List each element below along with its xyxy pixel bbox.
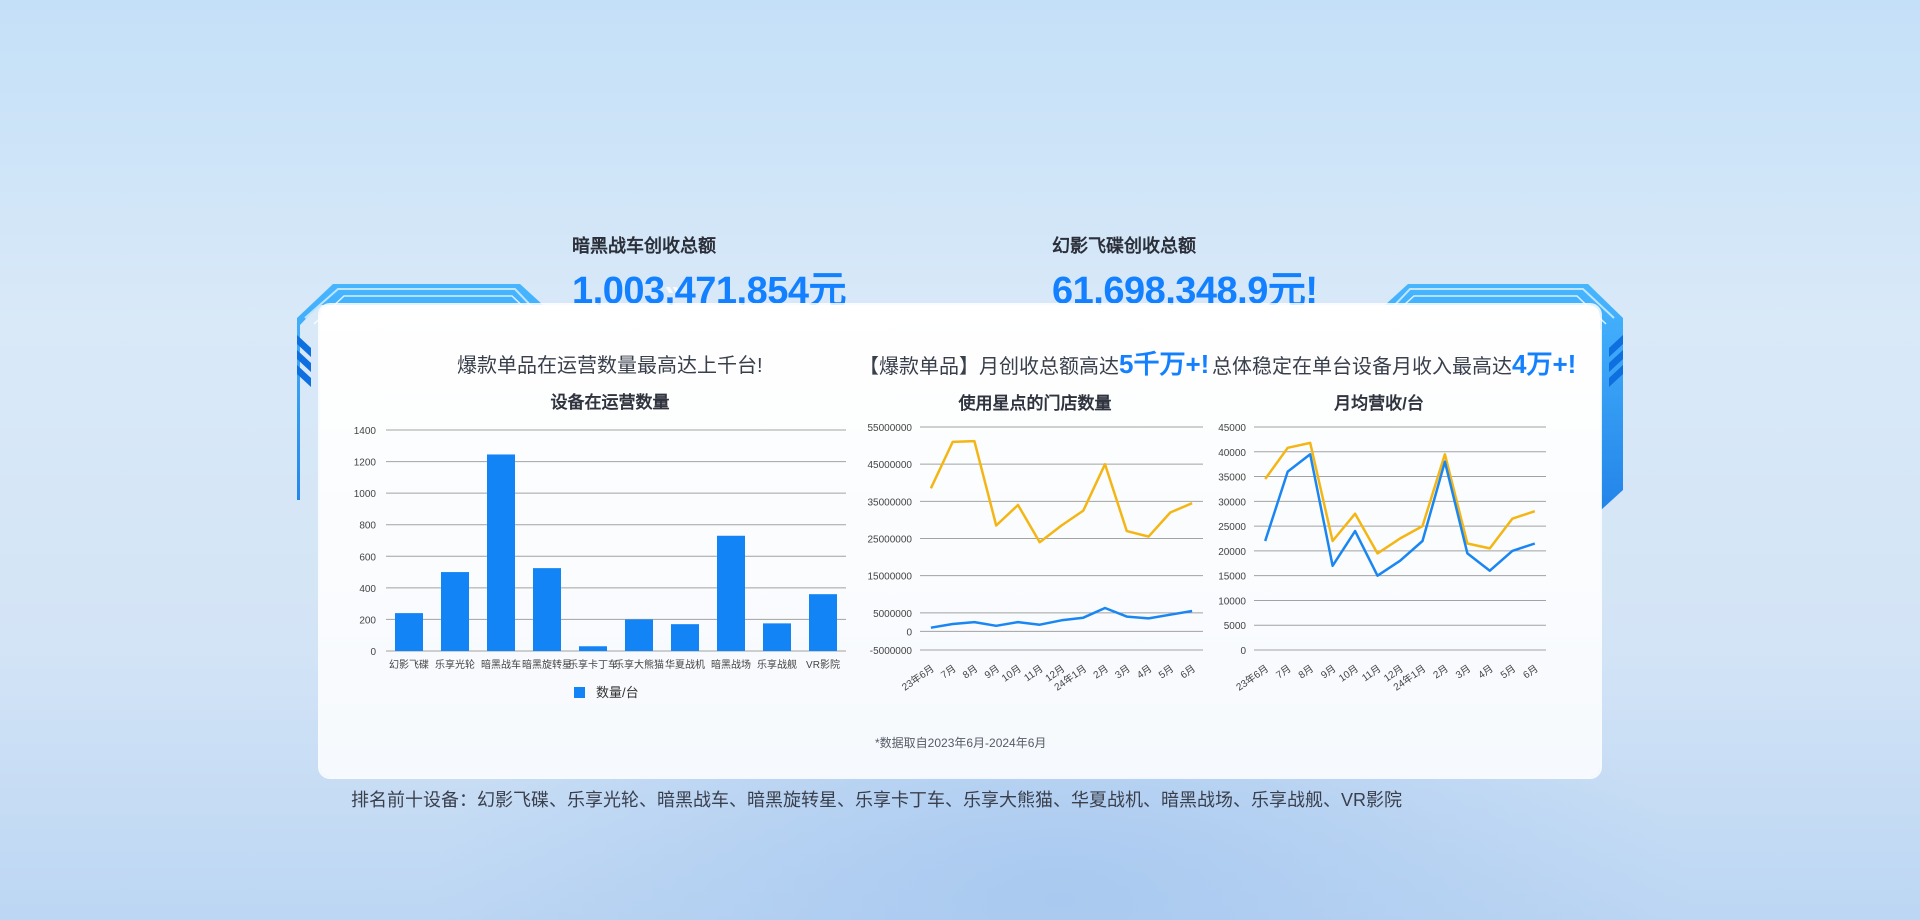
line-chart-monthly-revenue: 0 5000 10000 15000 20000 25000 30000 35000 40000… <box>1218 423 1546 694</box>
top-ten-devices: 排名前十设备：幻影飞碟、乐享光轮、暗黑战车、暗黑旋转星、乐享卡丁车、乐享大熊猫、… <box>351 790 1402 810</box>
y-tick-label: 25000000 <box>868 535 913 546</box>
legend-label: 数量/台 <box>596 685 639 700</box>
y-tick-label: 1400 <box>354 426 377 437</box>
y-tick-label: 45000 <box>1218 423 1246 434</box>
x-tick-label: 乐享光轮 <box>435 658 475 671</box>
chart-title: 使用星点的门店数量 <box>958 394 1112 413</box>
x-tick-label: 7月 <box>1274 663 1294 682</box>
x-tick-label: 4月 <box>1135 663 1155 682</box>
chart-title: 月均营收/台 <box>1334 394 1424 413</box>
x-tick-label: 9月 <box>982 663 1002 682</box>
y-tick-label: 0 <box>1240 646 1246 657</box>
y-tick-label: 15000000 <box>868 572 913 583</box>
x-tick-label: 华夏战机 <box>665 658 705 671</box>
x-tick-label: 5月 <box>1156 663 1176 682</box>
headline-revenue: 【爆款单品】月创收总额高达5千万+! <box>859 344 1209 381</box>
x-tick-label: 10月 <box>999 663 1023 685</box>
stat-label: 暗黑战车创收总额 <box>572 236 716 256</box>
y-tick-label: 35000000 <box>868 497 913 508</box>
x-tick-label: 11月 <box>1360 663 1384 685</box>
x-tick-label: 23年6月 <box>1233 662 1271 694</box>
x-tick-label: 4月 <box>1476 663 1496 682</box>
x-tick-label: 暗黑战车 <box>481 658 521 671</box>
y-tick-label: 0 <box>906 627 912 638</box>
x-tick-label: 2月 <box>1431 663 1451 682</box>
x-tick-label: 9月 <box>1319 663 1339 682</box>
y-tick-label: 400 <box>359 584 376 595</box>
x-tick-label: 23年6月 <box>899 662 937 694</box>
y-tick-label: 200 <box>359 615 376 626</box>
y-tick-label: 5000 <box>1224 621 1247 632</box>
y-tick-label: 0 <box>370 647 376 658</box>
series-line <box>1264 453 1536 577</box>
x-tick-label: 暗黑战场 <box>711 658 751 671</box>
bar <box>487 454 515 651</box>
y-tick-label: 1000 <box>354 489 377 500</box>
bar <box>809 594 837 651</box>
x-tick-label: 乐享战舰 <box>757 658 797 671</box>
bar-chart-devices: 0 200 400 600 800 1000 1200 1400 幻影飞碟 乐享光轮 暗黑战车 暗黑旋… <box>354 426 846 700</box>
stat-label: 幻影飞碟创收总额 <box>1052 236 1196 256</box>
y-tick-label: 10000 <box>1218 596 1246 607</box>
y-tick-label: 600 <box>359 552 376 563</box>
series-line <box>929 439 1193 544</box>
x-tick-label: VR影院 <box>806 658 840 671</box>
y-tick-label: 1200 <box>354 458 377 469</box>
bar <box>395 613 423 651</box>
y-tick-label: 5000000 <box>873 609 912 620</box>
x-tick-label: 3月 <box>1453 663 1473 682</box>
y-tick-label: 55000000 <box>868 423 913 434</box>
series-line <box>930 606 1193 629</box>
x-tick-label: 8月 <box>961 663 981 682</box>
y-tick-label: 800 <box>359 521 376 532</box>
stat-phantom-ufo: 幻影飞碟创收总额 61,698,348.9元! <box>1052 232 1318 314</box>
x-tick-label: 8月 <box>1296 663 1316 682</box>
bar <box>441 572 469 651</box>
x-tick-label: 乐享大熊猫 <box>614 658 664 671</box>
y-tick-label: 35000 <box>1218 473 1246 484</box>
x-tick-label: 7月 <box>939 663 959 682</box>
y-tick-label: -5000000 <box>870 646 913 657</box>
x-tick-label: 11月 <box>1022 663 1046 685</box>
charts-panel <box>320 305 1600 777</box>
x-tick-label: 2月 <box>1091 663 1111 682</box>
y-tick-label: 15000 <box>1218 572 1246 583</box>
bar <box>671 624 699 651</box>
y-tick-label: 40000 <box>1218 448 1246 459</box>
bar <box>763 623 791 651</box>
bar <box>579 646 607 651</box>
x-tick-label: 5月 <box>1498 663 1518 682</box>
x-tick-label: 乐享卡丁车 <box>568 658 618 671</box>
headline-text: 【爆款单品】月创收总额高达 <box>859 356 1119 378</box>
y-tick-label: 45000000 <box>868 460 913 471</box>
series-line <box>1264 441 1536 555</box>
y-tick-label: 20000 <box>1218 547 1246 558</box>
y-tick-label: 25000 <box>1218 522 1246 533</box>
headline-units: 爆款单品在运营数量最高达上千台! <box>457 355 763 377</box>
stat-dark-chariot: 暗黑战车创收总额 1,003,471,854元 <box>572 232 847 314</box>
headline-text: 总体稳定在单台设备月收入最高达 <box>1212 356 1512 378</box>
bar <box>533 568 561 651</box>
headline-highlight: 4万+! <box>1512 349 1577 379</box>
chart-title: 设备在运营数量 <box>550 393 670 412</box>
x-tick-label: 10月 <box>1337 663 1361 685</box>
bar <box>625 619 653 651</box>
x-tick-label: 暗黑旋转星 <box>522 658 572 671</box>
x-tick-label: 6月 <box>1521 663 1541 682</box>
x-tick-label: 3月 <box>1113 663 1133 682</box>
y-tick-label: 30000 <box>1218 497 1246 508</box>
x-tick-label: 幻影飞碟 <box>389 658 429 671</box>
legend-swatch <box>574 687 585 698</box>
bar <box>717 535 745 651</box>
x-tick-label: 6月 <box>1178 663 1198 682</box>
headline-per-unit: 总体稳定在单台设备月收入最高达4万+! <box>1212 344 1576 381</box>
headline-highlight: 5千万+! <box>1119 349 1210 379</box>
line-chart-stores: -5000000 0 5000000 15000000 25000000 35000000… <box>868 423 1203 694</box>
data-source-note: *数据取自2023年6月-2024年6月 <box>875 736 1047 750</box>
